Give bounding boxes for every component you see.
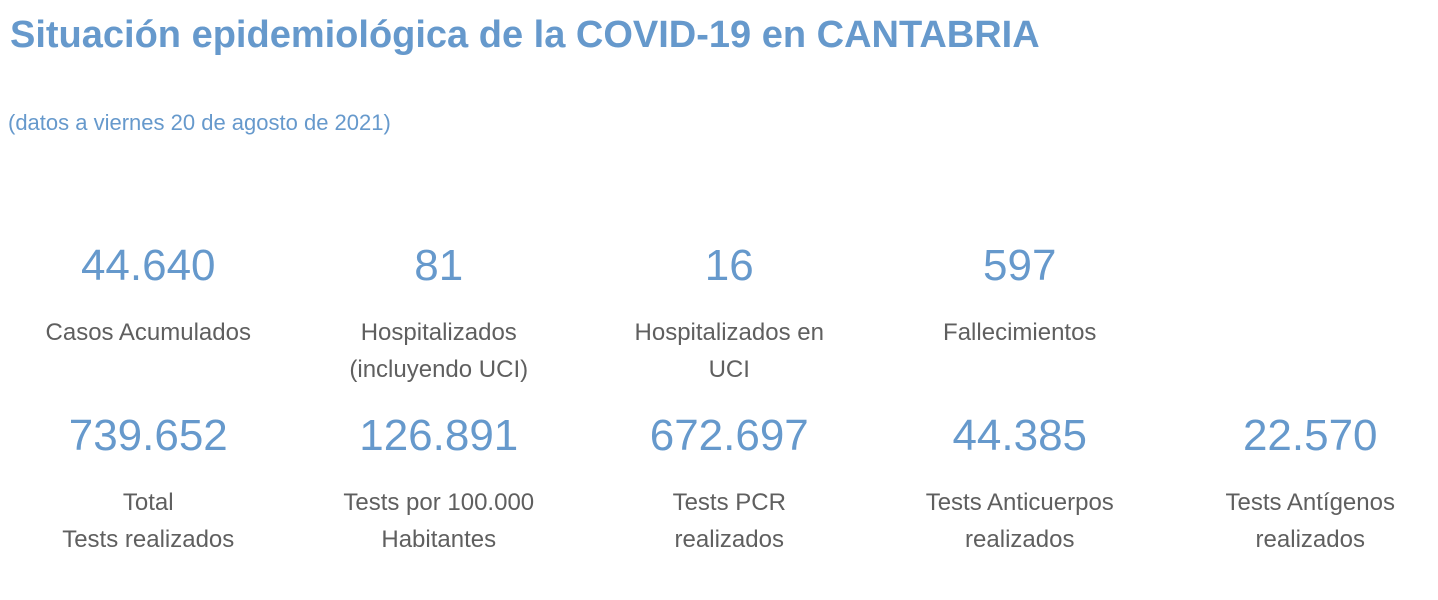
stat-label-line-2: realizados <box>674 526 784 553</box>
stat-label-line-1: Casos Acumulados <box>45 319 251 346</box>
stat-card-casos-acumulados: 44.640 Casos Acumulados <box>3 244 294 388</box>
stat-label-line-1: Tests Anticuerpos <box>925 489 1114 516</box>
stat-label-line-1: Hospitalizados en <box>634 319 824 346</box>
stat-label-line-1: Tests Antígenos <box>1225 489 1395 516</box>
stat-label-line-1: Fallecimientos <box>943 319 1097 346</box>
stat-label-line-1: Hospitalizados <box>360 319 517 346</box>
stat-value: 16 <box>704 241 754 290</box>
stat-label-line-2: Tests realizados <box>62 526 235 553</box>
stat-card-total-tests: 739.652 Total Tests realizados <box>3 414 294 558</box>
stat-label: Tests por 100.000 Habitantes <box>294 484 585 558</box>
stat-label: Fallecimientos <box>875 314 1166 351</box>
stats-row-2: 739.652 Total Tests realizados 126.891 T… <box>3 414 1438 558</box>
stat-card-fallecimientos: 597 Fallecimientos <box>875 244 1166 388</box>
stat-value: 81 <box>414 241 464 290</box>
stat-card-tests-antigenos: 22.570 Tests Antígenos realizados <box>1165 414 1438 558</box>
stat-label-line-2: UCI <box>708 356 750 383</box>
stat-card-hospitalizados: 81 Hospitalizados (incluyendo UCI) <box>294 244 585 388</box>
stat-label-line-2: realizados <box>965 526 1075 553</box>
stat-label: Tests Antígenos realizados <box>1165 484 1438 558</box>
stat-card-hospitalizados-uci: 16 Hospitalizados en UCI <box>584 244 875 388</box>
stat-label-line-1: Tests PCR <box>672 489 786 516</box>
stat-label-line-2: Habitantes <box>381 526 497 553</box>
stat-label: Hospitalizados en UCI <box>584 314 875 388</box>
stat-value: 597 <box>983 241 1057 290</box>
stat-card-tests-por-100000: 126.891 Tests por 100.000 Habitantes <box>294 414 585 558</box>
stat-label: Hospitalizados (incluyendo UCI) <box>294 314 585 388</box>
stat-value: 22.570 <box>1242 411 1378 460</box>
stats-row-1: 44.640 Casos Acumulados 81 Hospitalizado… <box>3 244 1438 388</box>
stat-label: Total Tests realizados <box>3 484 294 558</box>
page-title: Situación epidemiológica de la COVID-19 … <box>10 14 1040 56</box>
stat-label-line-2: (incluyendo UCI) <box>349 356 529 383</box>
stat-label-line-1: Tests por 100.000 <box>343 489 535 516</box>
stat-label: Casos Acumulados <box>3 314 294 351</box>
stat-card-tests-anticuerpos: 44.385 Tests Anticuerpos realizados <box>875 414 1166 558</box>
stat-label-line-2: realizados <box>1255 526 1365 553</box>
stat-label: Tests PCR realizados <box>584 484 875 558</box>
stat-value: 126.891 <box>359 411 519 460</box>
stat-value: 672.697 <box>649 411 809 460</box>
stat-label: Tests Anticuerpos realizados <box>875 484 1166 558</box>
stat-value: 44.640 <box>80 241 216 290</box>
stat-value: 44.385 <box>952 411 1088 460</box>
stat-label-line-1: Total <box>122 489 174 516</box>
page-subtitle: (datos a viernes 20 de agosto de 2021) <box>8 110 391 135</box>
stat-card-tests-pcr: 672.697 Tests PCR realizados <box>584 414 875 558</box>
stat-value: 739.652 <box>68 411 228 460</box>
